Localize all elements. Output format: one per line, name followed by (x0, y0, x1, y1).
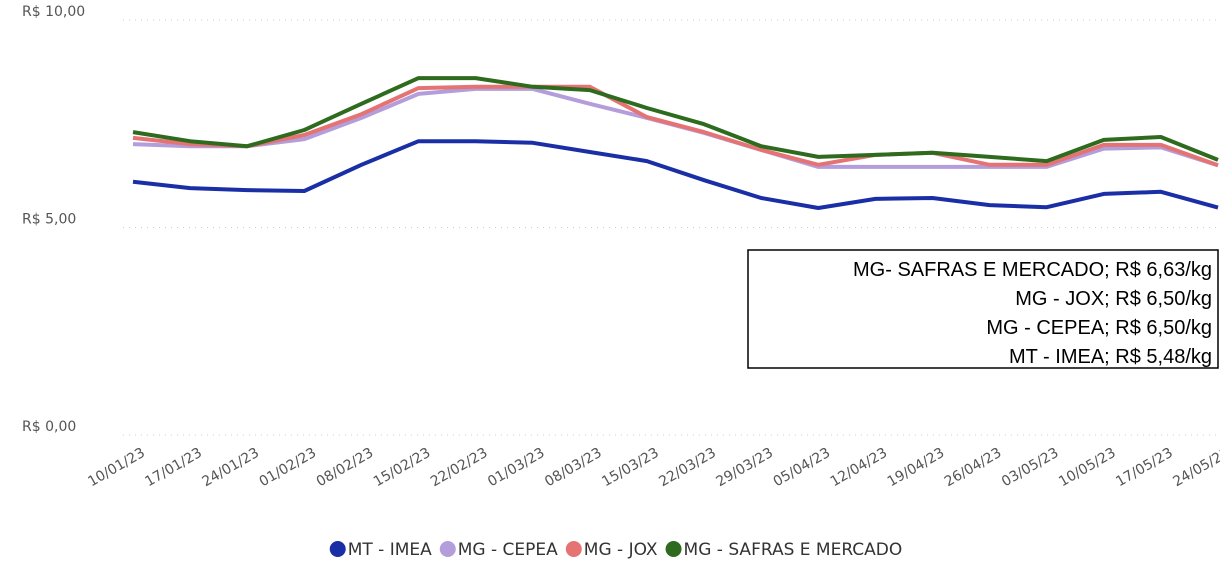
x-tick-label: 22/03/23 (656, 445, 718, 490)
legend-label: MG - JOX (584, 540, 658, 560)
legend: MT - IMEA MG - CEPEA MG - JOX MG - SAFRAS E… (329, 540, 903, 560)
legend-item: MG - CEPEA (439, 540, 558, 560)
annotation-box (747, 249, 1219, 369)
lines (132, 76, 1219, 210)
x-tick-label: 26/04/23 (942, 445, 1004, 490)
legend-marker (329, 541, 346, 557)
legend-marker (565, 541, 582, 557)
x-tick-label: 08/02/23 (314, 445, 376, 490)
x-tick-label: 10/01/23 (85, 445, 147, 490)
legend-item: MG - JOX (565, 540, 658, 560)
x-axis: 10/01/2317/01/2324/01/2301/02/2308/02/23… (85, 445, 1220, 490)
x-tick-label: 10/05/23 (1056, 445, 1118, 490)
annotation: MG- SAFRAS E MERCADO; R$ 6,63/kg MG - JOX… (853, 259, 1212, 368)
legend-marker (665, 541, 682, 557)
x-tick-label: 22/02/23 (428, 445, 490, 490)
legend-item: MG - SAFRAS E MERCADO (665, 540, 903, 560)
x-tick-label: 08/03/23 (542, 445, 604, 490)
x-tick-label: 17/05/23 (1113, 445, 1175, 490)
series-line (132, 84, 1219, 168)
x-tick-label: 01/03/23 (485, 445, 547, 490)
annotation-text: MG - CEPEA; R$ 6,50/kg (986, 317, 1212, 339)
y-tick-label: R$ 5,00 (22, 212, 76, 228)
x-tick-label: 24/05/23 (1170, 445, 1220, 490)
series-line (132, 86, 1219, 169)
x-tick-label: 29/03/23 (713, 445, 775, 490)
legend-label: MT - IMEA (348, 540, 432, 560)
grid: R$ 0,00 R$ 5,00 R$ 10,00 (22, 4, 1218, 436)
x-tick-label: 12/04/23 (828, 445, 890, 490)
y-tick-label: R$ 0,00 (22, 419, 76, 435)
legend-label: MG - SAFRAS E MERCADO (684, 540, 903, 560)
x-tick-label: 17/01/23 (142, 445, 204, 490)
y-tick-label: R$ 10,00 (22, 4, 85, 20)
legend-marker (439, 541, 456, 557)
series-line (132, 76, 1219, 164)
legend-label: MG - CEPEA (458, 540, 558, 560)
x-tick-label: 01/02/23 (257, 445, 319, 490)
series-line (132, 139, 1219, 210)
x-tick-label: 15/02/23 (371, 445, 433, 490)
x-tick-label: 05/04/23 (771, 445, 833, 490)
x-tick-label: 03/05/23 (999, 445, 1061, 490)
x-tick-label: 24/01/23 (200, 445, 262, 490)
annotation-text: MT - IMEA; R$ 5,48/kg (1009, 346, 1212, 368)
x-tick-label: 15/03/23 (599, 445, 661, 490)
x-tick-label: 19/04/23 (885, 445, 947, 490)
legend-item: MT - IMEA (329, 540, 432, 560)
annotation-text: MG- SAFRAS E MERCADO; R$ 6,63/kg (853, 259, 1212, 281)
annotation-text: MG - JOX; R$ 6,50/kg (1015, 288, 1212, 310)
